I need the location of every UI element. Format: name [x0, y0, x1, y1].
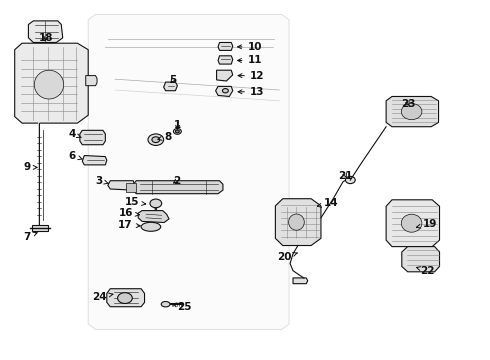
Ellipse shape [289, 214, 304, 230]
Text: 6: 6 [69, 151, 82, 161]
Text: 19: 19 [416, 219, 437, 229]
Circle shape [152, 137, 160, 143]
Polygon shape [138, 211, 169, 222]
Text: 7: 7 [23, 232, 37, 242]
Polygon shape [275, 199, 321, 246]
Circle shape [118, 293, 132, 303]
Text: 9: 9 [23, 162, 37, 172]
Text: 15: 15 [125, 197, 146, 207]
Text: 2: 2 [173, 176, 180, 186]
Polygon shape [402, 247, 440, 272]
Polygon shape [88, 14, 289, 329]
Circle shape [150, 199, 162, 208]
Text: 13: 13 [238, 87, 265, 97]
Polygon shape [133, 181, 223, 194]
Text: 20: 20 [277, 252, 297, 262]
Text: 17: 17 [118, 220, 140, 230]
Text: 18: 18 [38, 33, 53, 43]
Text: 16: 16 [119, 208, 139, 218]
Polygon shape [216, 86, 233, 96]
Text: 5: 5 [169, 75, 176, 85]
Polygon shape [218, 42, 233, 50]
Polygon shape [218, 56, 233, 64]
Circle shape [175, 130, 179, 133]
Polygon shape [15, 43, 88, 123]
Ellipse shape [401, 214, 422, 232]
Polygon shape [108, 181, 135, 190]
Polygon shape [293, 278, 308, 284]
Ellipse shape [141, 222, 161, 231]
Text: 25: 25 [172, 302, 192, 312]
Circle shape [345, 176, 355, 184]
Ellipse shape [161, 302, 170, 307]
Text: 10: 10 [238, 42, 262, 52]
Text: 1: 1 [174, 120, 181, 130]
Polygon shape [126, 183, 136, 192]
Polygon shape [32, 225, 48, 231]
Text: 22: 22 [416, 266, 435, 276]
Text: 8: 8 [158, 132, 172, 142]
Text: 4: 4 [69, 129, 81, 139]
Text: 23: 23 [401, 99, 416, 109]
Polygon shape [82, 156, 107, 165]
Ellipse shape [34, 70, 64, 99]
Polygon shape [28, 21, 63, 42]
Ellipse shape [401, 104, 422, 120]
Polygon shape [86, 76, 97, 86]
Polygon shape [80, 130, 105, 145]
Polygon shape [164, 82, 177, 91]
Circle shape [148, 134, 164, 145]
Circle shape [173, 129, 181, 134]
Polygon shape [386, 200, 440, 247]
Text: 11: 11 [238, 55, 262, 66]
Polygon shape [107, 289, 145, 307]
Text: 3: 3 [96, 176, 108, 186]
Text: 12: 12 [238, 71, 265, 81]
Polygon shape [386, 96, 439, 127]
Text: 21: 21 [338, 171, 353, 181]
Text: 14: 14 [318, 198, 338, 208]
Text: 24: 24 [92, 292, 113, 302]
Polygon shape [217, 70, 233, 81]
Circle shape [222, 89, 228, 93]
